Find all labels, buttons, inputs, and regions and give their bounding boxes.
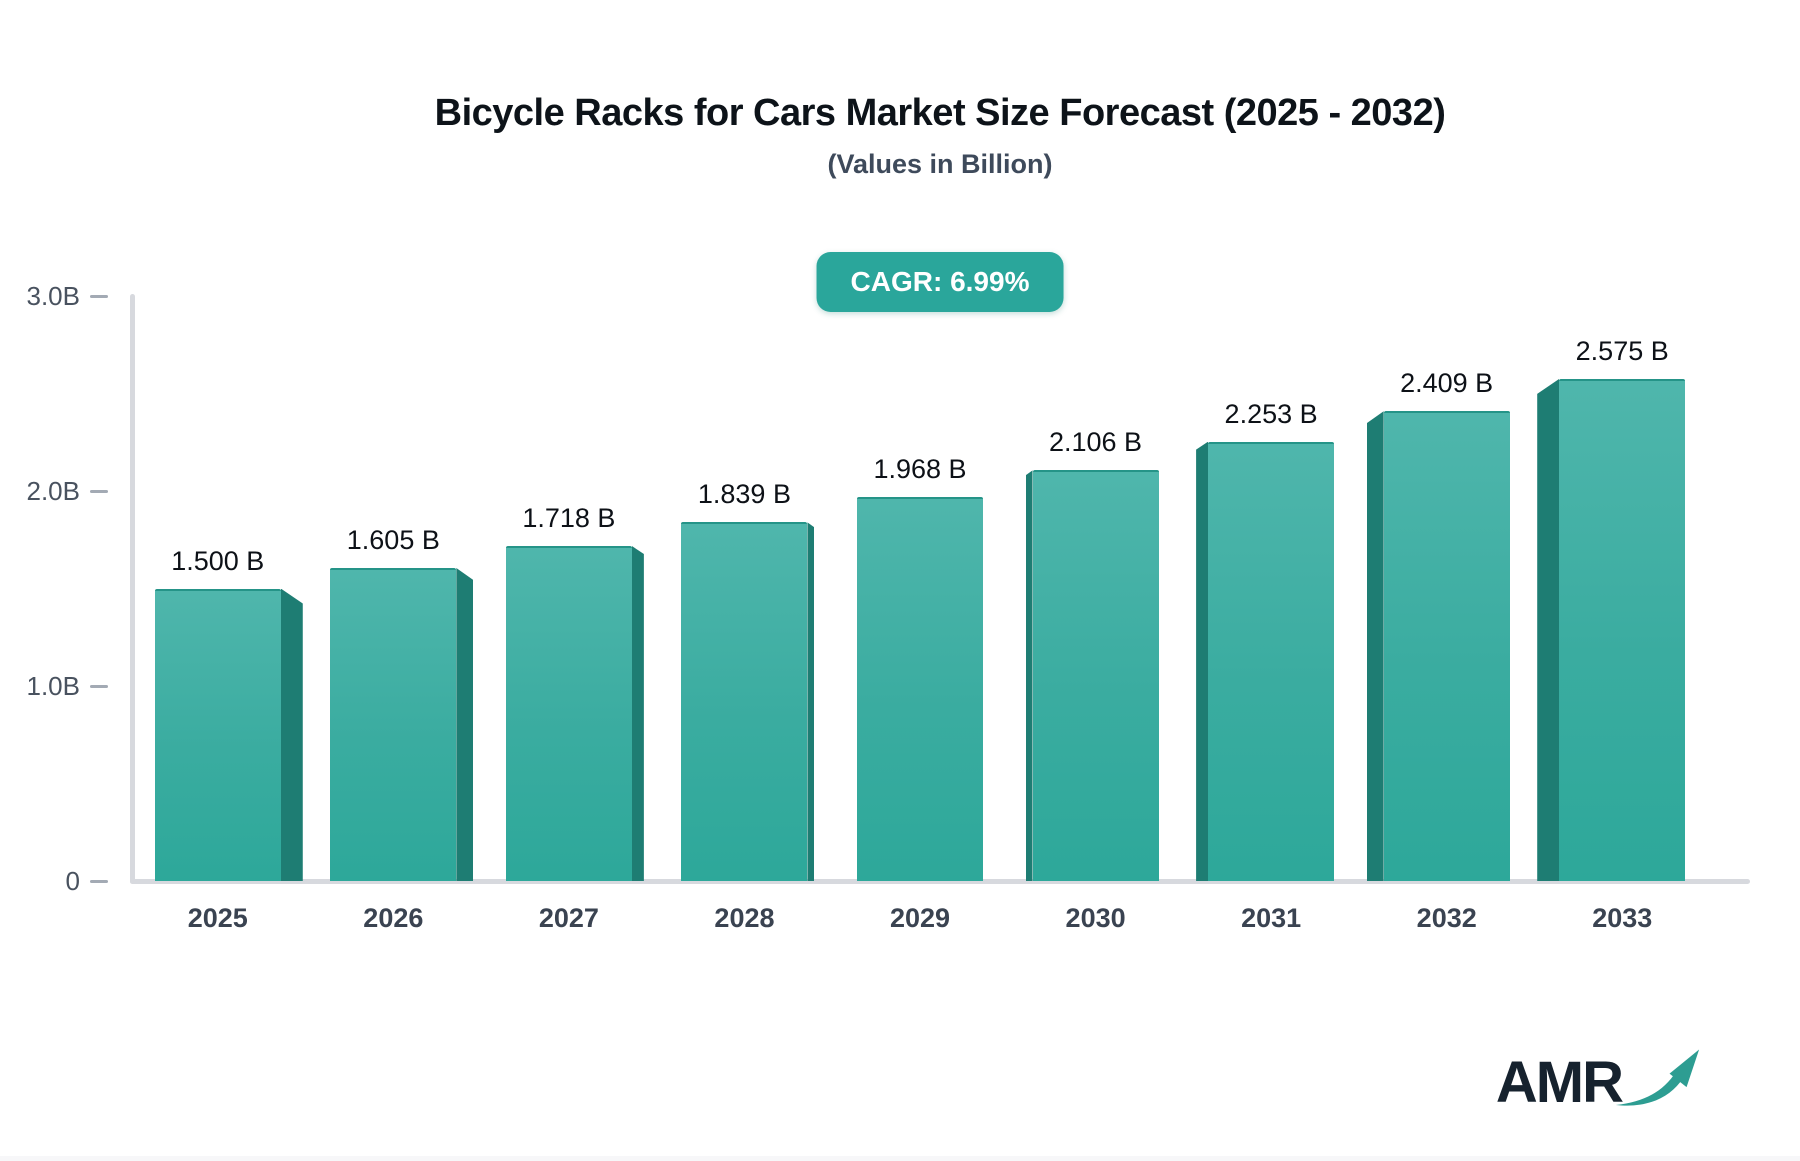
- y-axis-line: [130, 294, 135, 884]
- page-title: Bicycle Racks for Cars Market Size Forec…: [434, 92, 1446, 134]
- bar-3d-side-face: [1366, 411, 1384, 881]
- bar-3d-side-face: [1196, 441, 1209, 881]
- cagr-badge: CAGR: 6.99%: [816, 252, 1064, 312]
- bar-value-label: 2.409 B: [1400, 368, 1494, 399]
- bar: [1032, 470, 1159, 881]
- growth-arrow-icon: [1615, 1049, 1700, 1106]
- y-axis-tick-mark: [90, 295, 108, 298]
- bar-value-label: 2.575 B: [1575, 335, 1669, 366]
- bar-group-2027: 1.718 B: [481, 296, 657, 881]
- x-axis-label: 2027: [538, 903, 599, 933]
- x-axis-label: 2031: [1241, 903, 1302, 933]
- logo-text: AMR: [1495, 1050, 1624, 1115]
- bar-group-2031: 2.253 B: [1183, 296, 1359, 881]
- bar: [856, 497, 983, 881]
- bar-value-label: 2.106 B: [1048, 427, 1143, 458]
- x-axis-label: 2033: [1592, 903, 1653, 933]
- bar-3d-side-face: [807, 522, 815, 881]
- bar: [1383, 411, 1510, 881]
- bar-3d-side-face: [1025, 470, 1033, 881]
- y-axis-tick-label: 1.0B: [26, 671, 81, 701]
- brand-logo: AMR: [1496, 1046, 1700, 1112]
- bar: [330, 568, 457, 881]
- bar-group-2025: 1.500 B: [130, 296, 306, 881]
- bar-value-label: 1.968 B: [873, 454, 967, 485]
- bar-3d-side-face: [456, 568, 474, 881]
- y-axis-tick-mark: [90, 490, 108, 493]
- bar-value-label: 1.605 B: [346, 525, 440, 556]
- bar-value-label: 2.253 B: [1224, 398, 1318, 429]
- bar-3d-side-face: [280, 588, 303, 881]
- x-axis-label: 2028: [714, 903, 775, 933]
- bar-value-label: 1.500 B: [171, 545, 265, 576]
- bar-group-2030: 2.106 B: [1008, 296, 1184, 881]
- bar: [154, 588, 281, 881]
- bar-3d-side-face: [1537, 378, 1560, 881]
- bar: [505, 546, 632, 881]
- y-axis-tick-mark: [90, 685, 108, 688]
- bar-group-2026: 1.605 B: [306, 296, 482, 881]
- chart-header: Bicycle Racks for Cars Market Size Forec…: [130, 92, 1750, 180]
- x-axis-label: 2025: [187, 903, 248, 933]
- plot-area: 3.0B 2.0B 1.0B 0 1.500 B 1.605 B 1.718 B 1.839 …: [27, 281, 1710, 896]
- y-axis-tick-label: 3.0B: [26, 281, 81, 311]
- y-axis-tick-label: 2.0B: [26, 476, 81, 506]
- bar: [1208, 441, 1335, 881]
- x-axis-label: 2026: [363, 903, 424, 933]
- bar-group-2028: 1.839 B: [657, 296, 833, 881]
- x-axis-label: 2032: [1416, 903, 1477, 933]
- y-axis-tick-label: 0: [65, 866, 80, 896]
- bar: [681, 522, 808, 881]
- bar-group-2032: 2.409 B: [1359, 296, 1535, 881]
- bar-value-label: 1.718 B: [522, 503, 616, 533]
- bar-group-2033: 2.575 B: [1534, 296, 1710, 881]
- bar-value-label: 1.839 B: [697, 479, 791, 510]
- x-axis-baseline: [130, 879, 1750, 884]
- x-axis-label: 2030: [1065, 903, 1126, 933]
- x-axis-labels: 2025 2026 2027 2028 2029 2030 2031 2032 2033: [130, 903, 1710, 934]
- chart-subtitle: (Values in Billion): [827, 149, 1053, 179]
- bar-group-2029: 1.968 B: [832, 296, 1008, 881]
- bar-3d-side-face: [631, 546, 644, 881]
- y-axis-tick-mark: [90, 880, 108, 883]
- x-axis-label: 2029: [889, 903, 951, 933]
- bar: [1559, 378, 1686, 881]
